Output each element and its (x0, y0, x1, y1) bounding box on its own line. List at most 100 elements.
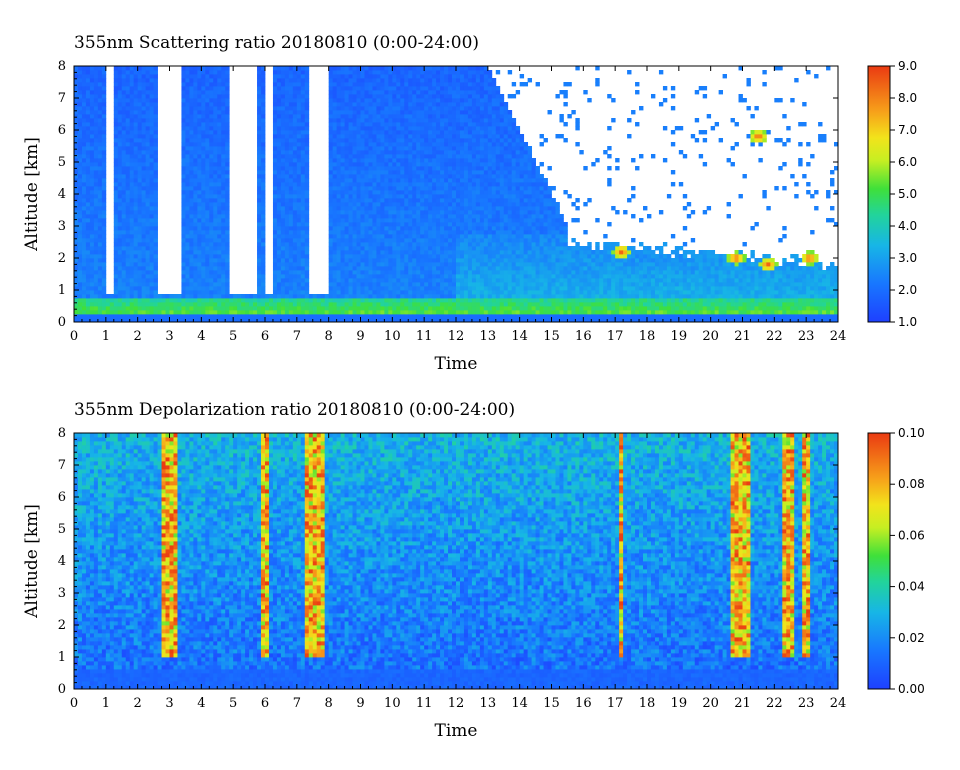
heatmap-cell (328, 206, 334, 211)
heatmap-cell (459, 294, 465, 299)
heatmap-cell (149, 202, 154, 207)
heatmap-cell (121, 222, 127, 227)
heatmap-cell (85, 110, 91, 115)
heatmap-cell (412, 318, 417, 322)
heatmap-cell (424, 94, 429, 99)
heatmap-cell (217, 170, 222, 175)
heatmap-cell (396, 270, 401, 275)
heatmap-cell (205, 102, 210, 107)
heatmap-cell (288, 198, 294, 203)
heatmap-cell (137, 298, 143, 303)
heatmap-cell (348, 126, 353, 131)
heatmap-cell (432, 166, 437, 171)
heatmap-cell (89, 74, 95, 79)
heatmap-cell (300, 258, 306, 263)
heatmap-cell (213, 158, 218, 163)
heatmap-cell (444, 194, 449, 199)
heatmap-cell (237, 302, 242, 307)
heatmap-cell (129, 218, 135, 223)
heatmap-cell (149, 186, 154, 191)
heatmap-cell (292, 214, 298, 219)
heatmap-cell (74, 82, 79, 87)
heatmap-cell (121, 242, 127, 247)
heatmap-cell (205, 94, 210, 99)
heatmap-cell (356, 142, 361, 147)
heatmap-cell (384, 198, 389, 203)
heatmap-cell (452, 230, 457, 235)
heatmap-cell (257, 218, 262, 223)
heatmap-cell (201, 246, 206, 251)
heatmap-cell (368, 126, 373, 131)
heatmap-cell (177, 306, 182, 311)
heatmap-cell (340, 130, 345, 135)
heatmap-cell (360, 94, 365, 99)
heatmap-cell (432, 118, 437, 123)
heatmap-cell (261, 90, 266, 95)
heatmap-cell (153, 110, 158, 115)
heatmap-cell (440, 102, 445, 107)
heatmap-cell (261, 182, 266, 187)
heatmap-cell (292, 314, 298, 319)
heatmap-cell (145, 206, 151, 211)
heatmap-cell (133, 310, 139, 315)
heatmap-cell (113, 266, 119, 271)
heatmap-cell (93, 66, 99, 71)
heatmap-cell (117, 90, 123, 95)
heatmap-cell (292, 190, 298, 195)
heatmap-cell (280, 298, 286, 303)
heatmap-cell (424, 218, 429, 223)
heatmap-cell (388, 222, 393, 227)
heatmap-cell (408, 246, 413, 251)
heatmap-cell (412, 242, 417, 247)
heatmap-cell (185, 270, 190, 275)
heatmap-cell (153, 202, 158, 207)
heatmap-cell (344, 262, 349, 267)
heatmap-cell (412, 230, 417, 235)
heatmap-cell (396, 222, 401, 227)
heatmap-cell (400, 94, 405, 99)
heatmap-cell (189, 126, 194, 131)
heatmap-cell (448, 110, 453, 115)
heatmap-cell (420, 134, 425, 139)
heatmap-cell (288, 258, 294, 263)
heatmap-cell (420, 118, 425, 123)
heatmap-cell (456, 198, 461, 203)
heatmap-cell (249, 306, 254, 311)
heatmap-cell (304, 254, 310, 259)
heatmap-cell (209, 154, 214, 159)
heatmap-cell (137, 134, 143, 139)
heatmap-cell (113, 294, 119, 299)
heatmap-cell (280, 198, 286, 203)
heatmap-cell (74, 274, 79, 279)
heatmap-cell (280, 182, 286, 187)
heatmap-cell (436, 202, 441, 207)
heatmap-cell (133, 94, 139, 99)
heatmap-cell (185, 302, 190, 307)
heatmap-cell (276, 170, 282, 175)
heatmap-cell (372, 154, 377, 159)
heatmap-cell (225, 266, 230, 271)
heatmap-cell (97, 298, 103, 303)
heatmap-cell (189, 78, 194, 83)
heatmap-cell (205, 158, 210, 163)
heatmap-cell (376, 226, 381, 231)
heatmap-cell (217, 210, 222, 215)
heatmap-cell (364, 166, 369, 171)
heatmap-cell (380, 202, 385, 207)
heatmap-cell (356, 166, 361, 171)
heatmap-cell (145, 202, 151, 207)
heatmap-cell (225, 182, 230, 187)
heatmap-cell (93, 266, 99, 271)
heatmap-cell (356, 238, 361, 243)
heatmap-cell (257, 86, 262, 91)
heatmap-cell (85, 294, 91, 299)
heatmap-cell (213, 202, 218, 207)
heatmap-cell (77, 250, 83, 255)
heatmap-cell (276, 150, 282, 155)
heatmap-cell (161, 294, 166, 299)
heatmap-cell (436, 250, 441, 255)
heatmap-cell (272, 142, 278, 147)
heatmap-cell (328, 106, 334, 111)
heatmap-cell (261, 102, 266, 107)
heatmap-cell (416, 110, 421, 115)
